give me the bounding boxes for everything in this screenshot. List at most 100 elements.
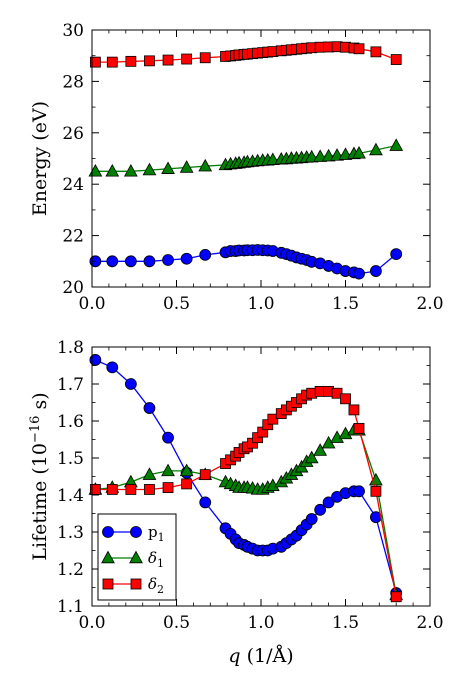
data-point-d2-4 [162,54,174,66]
data-point-d2-2 [125,484,137,495]
legend-marker-start [101,550,115,564]
data-point-p1-4 [162,254,174,266]
data-point-p1-5 [180,252,193,265]
data-point-d2-5 [181,53,193,65]
data-point-d2-28 [340,393,351,405]
x-tick-label: 0.5 [163,294,190,314]
legend-entry-p1: p1 [102,523,165,544]
legend-label: p1 [148,523,165,544]
x-tick-label: 0.0 [78,613,105,633]
y-tick-label: 1.2 [57,560,84,580]
x-tick-label: 1.5 [332,294,359,314]
y-tick-label: 1.7 [57,375,84,395]
data-point-d2-17 [267,413,279,425]
data-point-d1-0 [88,164,103,177]
x-tick-label: 2.0 [416,294,443,314]
data-point-d2-32 [390,54,402,65]
legend-label: δ1 [148,549,164,570]
data-point-d2-5 [181,478,193,490]
legend-marker-start [102,526,114,538]
data-point-d2-31 [370,485,382,497]
data-point-d2-3 [144,484,155,495]
data-point-d2-3 [144,55,155,67]
y-tick-label: 26 [62,124,84,144]
data-point-p1-26 [322,496,335,509]
y-tick-label: 24 [62,175,84,195]
data-point-d2-27 [331,387,343,399]
y-axis-label: Energy (eV) [29,101,51,216]
data-point-p1-30 [353,485,365,498]
y-tick-label: 22 [62,227,84,247]
x-axis-label: q (1/Å) [228,645,293,667]
data-point-p1-2 [124,255,137,268]
data-point-d1-25 [313,443,328,456]
legend-entry-d1: δ1 [101,549,164,570]
data-point-d1-4 [161,463,175,477]
data-point-d2-6 [199,469,211,481]
data-point-p1-2 [124,378,137,390]
data-point-d1-5 [179,160,194,173]
x-tick-label: 1.5 [332,613,359,633]
data-point-d1-31 [369,142,383,156]
data-point-p1-4 [162,431,174,444]
y-tick-label: 1.4 [57,486,84,506]
series-d1 [88,138,404,177]
data-point-d1-3 [142,162,157,176]
data-point-d2-30 [353,43,365,55]
data-point-p1-1 [106,361,119,374]
data-point-d2-1 [106,484,118,495]
x-tick-label: 0.5 [163,613,190,633]
legend-marker-end [130,578,142,590]
y-tick-label: 30 [62,21,84,41]
data-point-d2-32 [390,591,402,603]
data-point-p1-6 [199,496,212,509]
data-point-d1-24 [304,450,319,464]
data-point-p1-25 [314,503,327,516]
series-p1 [89,354,403,599]
legend-entry-d2: δ2 [102,575,164,596]
data-point-p1-24 [305,513,318,525]
series-d2 [89,41,402,68]
data-point-p1-1 [106,255,119,268]
data-point-d1-2 [123,164,138,177]
data-point-d1-5 [179,463,194,477]
legend-label: δ2 [148,575,164,596]
legend-marker-end [130,526,142,538]
y-tick-label: 1.1 [57,597,84,617]
data-point-d2-0 [89,56,101,68]
data-point-p1-30 [353,267,365,280]
data-point-p1-31 [370,265,382,277]
y-tick-label: 1.8 [57,338,84,358]
data-point-d2-6 [199,52,211,64]
y-axis-label: Lifetime (10−16 s) [28,392,51,560]
data-point-d1-32 [389,138,404,151]
legend-marker-end [129,550,143,564]
legend: p1 δ1 δ2 [97,513,177,601]
series-p1 [89,244,403,280]
data-point-d2-30 [353,422,365,434]
x-tick-label: 0.0 [78,294,105,314]
y-tick-label: 1.3 [57,523,84,543]
data-point-d1-1 [105,164,120,177]
y-tick-label: 1.5 [57,449,84,469]
x-tick-label: 2.0 [416,613,443,633]
legend-marker-start [102,578,114,590]
y-tick-label: 1.6 [57,412,84,432]
lifetime-panel: 0.0 0.5 1.0 1.5 2.0 1.1 1.2 1.3 1.4 1.5 1.6 1.7 1.8 L… [28,338,444,667]
x-tick-label: 1.0 [247,294,274,314]
y-tick-label: 28 [62,72,84,92]
data-point-d1-6 [198,158,213,172]
data-point-d2-29 [348,404,360,416]
data-point-d2-2 [125,55,137,67]
data-point-d2-31 [370,46,382,58]
data-point-d2-1 [106,56,118,68]
data-point-d1-30 [352,146,366,159]
x-tick-label: 1.0 [247,613,274,633]
data-point-p1-3 [143,255,156,268]
data-point-d1-4 [161,161,175,174]
series-d2 [89,385,402,603]
data-point-p1-3 [143,402,156,414]
data-point-p1-6 [199,248,212,261]
data-point-p1-32 [390,248,403,261]
